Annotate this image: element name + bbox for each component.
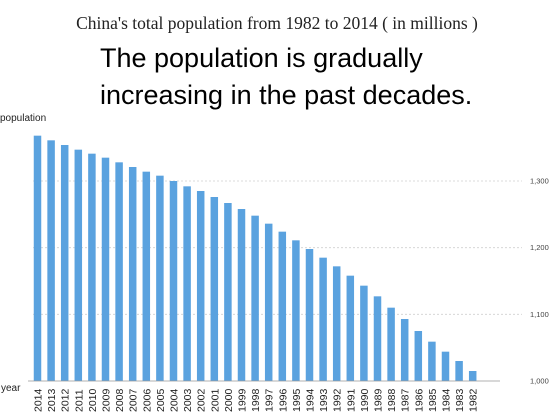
bar-2011 xyxy=(74,149,83,381)
x-tick-label: 2011 xyxy=(73,389,85,412)
bar-1992 xyxy=(332,266,341,381)
x-tick-label: 2000 xyxy=(223,388,235,412)
bar-2009 xyxy=(101,157,110,381)
x-tick-label: 1995 xyxy=(291,388,303,412)
bar-2002 xyxy=(196,191,205,381)
x-tick-label: 2008 xyxy=(114,388,126,412)
subtitle: The population is gradually increasing i… xyxy=(100,40,472,114)
x-tick-label: 1994 xyxy=(305,388,317,412)
x-tick-label: 1996 xyxy=(277,388,289,412)
x-tick-label: 1993 xyxy=(318,388,330,412)
bar-1997 xyxy=(264,223,273,381)
x-tick-label: 1990 xyxy=(359,388,371,412)
x-tick-label: 2012 xyxy=(60,388,72,412)
bar-2008 xyxy=(115,162,123,381)
x-tick-label: 2014 xyxy=(33,388,45,412)
bar-1983 xyxy=(455,361,463,381)
bar-1986 xyxy=(414,331,423,381)
y-tick-label: 1,100 xyxy=(530,310,549,319)
x-tick-label: 2005 xyxy=(155,388,167,412)
x-tick-label: 2003 xyxy=(182,388,194,412)
subtitle-line-2: increasing in the past decades. xyxy=(100,80,473,110)
bar-1990 xyxy=(360,285,368,381)
x-axis-label: year xyxy=(1,383,21,394)
subtitle-line-1: The population is gradually xyxy=(100,43,423,73)
x-tick-label: 1983 xyxy=(454,388,466,412)
bar-1984 xyxy=(441,351,450,381)
bar-1985 xyxy=(428,341,436,381)
x-tick-label: 1988 xyxy=(386,388,398,412)
x-tick-label: 2001 xyxy=(209,388,221,412)
bar-2010 xyxy=(88,153,96,381)
x-tick-label: 1982 xyxy=(468,388,480,412)
x-tick-label: 1997 xyxy=(264,388,276,412)
x-tick-label: 1998 xyxy=(250,388,262,412)
x-tick-label: 2006 xyxy=(141,388,153,412)
bar-2006 xyxy=(142,171,151,381)
x-tick-label: 2007 xyxy=(128,388,140,412)
bar-1999 xyxy=(237,209,246,381)
bar-2013 xyxy=(47,140,55,381)
bar-1987 xyxy=(400,319,409,381)
bar-1998 xyxy=(251,215,259,381)
bar-1994 xyxy=(305,249,314,381)
x-tick-labels: 2014 2013 2012 2011 2010 2009 2008 2007 2006 2005… xyxy=(33,388,480,412)
x-tick-label: 1991 xyxy=(345,388,357,412)
bar-2000 xyxy=(224,203,232,381)
x-tick-label: 2009 xyxy=(101,388,113,412)
grid-lines xyxy=(33,180,522,315)
x-tick-label: 1989 xyxy=(373,388,385,412)
chart-title: China's total population from 1982 to 20… xyxy=(76,13,478,33)
x-tick-label: 2004 xyxy=(169,388,181,412)
bar-1988 xyxy=(387,307,395,381)
y-tick-labels: 1,000 1,100 1,200 1,300 xyxy=(530,177,549,386)
x-tick-label: 1984 xyxy=(441,388,453,412)
x-tick-label: 2010 xyxy=(87,388,99,412)
bar-1995 xyxy=(292,240,300,381)
bar-1982 xyxy=(468,371,477,381)
y-tick-label: 1,000 xyxy=(530,377,549,386)
x-tick-label: 1992 xyxy=(332,388,344,412)
x-tick-label: 1999 xyxy=(237,388,249,412)
bar-1996 xyxy=(278,231,287,381)
x-tick-label: 2013 xyxy=(46,388,58,412)
x-tick-label: 1985 xyxy=(427,388,439,412)
bar-2004 xyxy=(169,181,178,381)
bar-1991 xyxy=(346,275,355,381)
bars xyxy=(33,135,477,381)
bar-2012 xyxy=(60,145,69,381)
y-tick-label: 1,300 xyxy=(530,177,549,186)
x-tick-label: 2002 xyxy=(196,388,208,412)
bar-1989 xyxy=(373,296,382,381)
bar-2014 xyxy=(33,135,42,381)
bar-2001 xyxy=(210,197,219,381)
bar-1993 xyxy=(319,257,327,381)
bar-2005 xyxy=(156,175,164,381)
bar-2007 xyxy=(128,167,137,381)
bar-2003 xyxy=(183,186,191,381)
x-tick-label: 1986 xyxy=(413,388,425,412)
x-tick-label: 1987 xyxy=(400,388,412,412)
y-tick-label: 1,200 xyxy=(530,243,549,252)
y-axis-label: population xyxy=(0,113,46,124)
